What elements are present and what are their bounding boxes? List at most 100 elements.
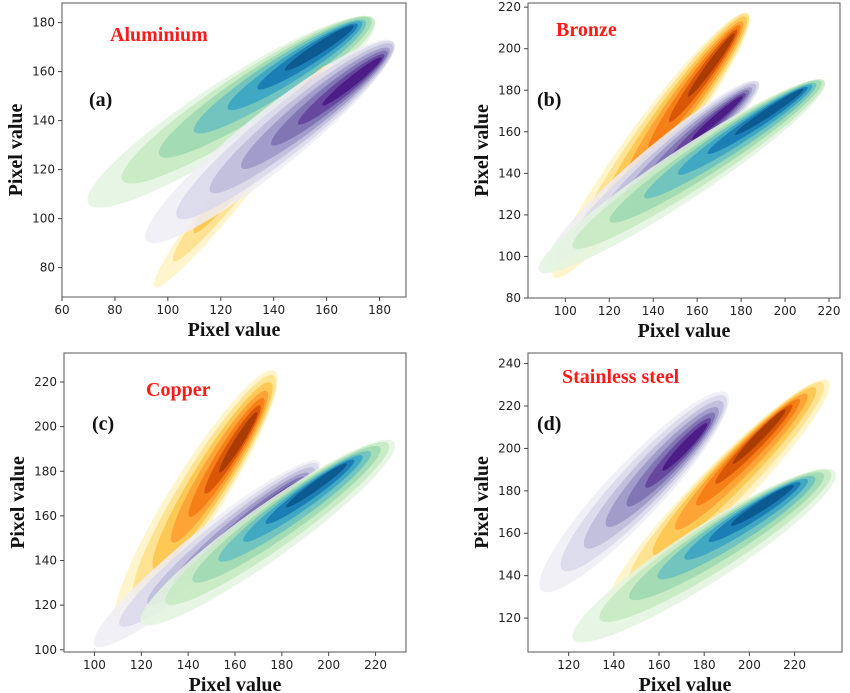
density-level-7 bbox=[662, 423, 708, 471]
plot-frame bbox=[63, 352, 407, 653]
density-level-7 bbox=[730, 484, 794, 526]
panel-c: 100 120 140 160 180 200 220 100 120 140 160 180 200 2… bbox=[7, 352, 407, 693]
x-tick-label: 160 bbox=[224, 658, 247, 672]
x-tick-label: 200 bbox=[774, 304, 797, 318]
panel-label: (a) bbox=[89, 89, 112, 111]
y-tick-label: 140 bbox=[32, 114, 55, 128]
x-tick-label: 220 bbox=[818, 304, 841, 318]
x-tick-label: 140 bbox=[177, 658, 200, 672]
panel-label: (c) bbox=[92, 413, 114, 435]
density-green-blue bbox=[538, 79, 826, 274]
density-level-7 bbox=[691, 96, 743, 140]
y-tick-label: 180 bbox=[498, 484, 521, 498]
panel-label: (d) bbox=[537, 413, 561, 435]
x-tick-label: 180 bbox=[368, 303, 391, 317]
x-tick-label: 220 bbox=[364, 658, 387, 672]
density-green-blue bbox=[572, 468, 837, 643]
x-tick-label: 140 bbox=[602, 658, 625, 672]
x-tick-label: 180 bbox=[730, 304, 753, 318]
y-axis-label: Pixel value bbox=[471, 456, 493, 549]
y-tick-label: 160 bbox=[34, 509, 57, 523]
y-tick-label: 120 bbox=[498, 611, 521, 625]
x-tick-label: 100 bbox=[156, 303, 179, 317]
x-tick-label: 120 bbox=[209, 303, 232, 317]
panel-title: Aluminium bbox=[110, 24, 208, 46]
x-tick-label: 160 bbox=[648, 658, 671, 672]
x-tick-label: 100 bbox=[554, 304, 577, 318]
y-tick-label: 240 bbox=[498, 357, 521, 371]
x-tick-label: 160 bbox=[686, 304, 709, 318]
y-tick-label: 180 bbox=[32, 16, 55, 30]
y-tick-label: 160 bbox=[498, 526, 521, 540]
x-tick-label: 140 bbox=[262, 303, 285, 317]
y-tick-label: 120 bbox=[498, 208, 521, 222]
density-yellow-orange bbox=[607, 379, 830, 607]
y-tick-label: 120 bbox=[32, 163, 55, 177]
y-tick-label: 180 bbox=[498, 83, 521, 97]
panel-title: Bronze bbox=[556, 19, 617, 41]
x-tick-label: 180 bbox=[270, 658, 293, 672]
x-tick-label: 120 bbox=[557, 658, 580, 672]
x-axis-label: Pixel value bbox=[188, 319, 281, 341]
y-tick-label: 180 bbox=[34, 464, 57, 478]
y-tick-label: 80 bbox=[506, 291, 521, 305]
y-tick-label: 100 bbox=[32, 212, 55, 226]
density-green-blue bbox=[140, 439, 396, 626]
y-tick-label: 120 bbox=[34, 598, 57, 612]
panel-a: 60 80 100 120 140 160 180 80 100 120 140 160 180 Pixe… bbox=[5, 2, 407, 341]
y-tick-label: 200 bbox=[498, 441, 521, 455]
panel-d: 120 140 160 180 200 220 120 140 160 180 200 220 240 P… bbox=[471, 352, 843, 693]
y-tick-label: 100 bbox=[498, 249, 521, 263]
density-purple bbox=[145, 39, 395, 244]
density-green-blue bbox=[87, 15, 376, 208]
y-tick-label: 80 bbox=[40, 261, 55, 275]
density-level-7 bbox=[732, 409, 786, 464]
x-axis-label: Pixel value bbox=[189, 674, 282, 693]
x-tick-label: 160 bbox=[315, 303, 338, 317]
x-tick-label: 140 bbox=[642, 304, 665, 318]
density-level-7 bbox=[734, 88, 804, 135]
x-tick-label: 120 bbox=[598, 304, 621, 318]
y-tick-label: 160 bbox=[498, 125, 521, 139]
x-axis-label: Pixel value bbox=[639, 674, 732, 693]
density-level-7 bbox=[219, 411, 258, 473]
x-tick-label: 80 bbox=[107, 303, 122, 317]
plot-area bbox=[93, 370, 396, 648]
x-tick-label: 220 bbox=[783, 658, 806, 672]
y-tick-label: 220 bbox=[34, 375, 57, 389]
plot-frame bbox=[527, 2, 841, 299]
panel-label: (b) bbox=[537, 89, 561, 111]
x-tick-label: 60 bbox=[54, 303, 69, 317]
plot-area bbox=[538, 12, 826, 279]
x-tick-label: 180 bbox=[693, 658, 716, 672]
y-tick-label: 200 bbox=[34, 420, 57, 434]
x-axis-label: Pixel value bbox=[638, 320, 731, 342]
plot-area bbox=[539, 379, 837, 643]
density-level-7 bbox=[322, 57, 382, 106]
y-axis-label: Pixel value bbox=[7, 456, 29, 549]
y-axis-label: Pixel value bbox=[471, 104, 493, 197]
plot-frame bbox=[61, 2, 407, 298]
density-level-7 bbox=[285, 463, 347, 508]
plot-area bbox=[87, 15, 395, 288]
y-tick-label: 220 bbox=[498, 0, 521, 14]
y-tick-label: 100 bbox=[34, 643, 57, 657]
panel-title: Copper bbox=[146, 379, 211, 401]
plot-frame bbox=[527, 352, 843, 653]
density-yellow-orange bbox=[114, 370, 278, 624]
panel-b: 100 120 140 160 180 200 220 80 100 120 140 160 180 20… bbox=[471, 0, 841, 342]
x-tick-label: 200 bbox=[317, 658, 340, 672]
y-tick-label: 140 bbox=[498, 166, 521, 180]
x-tick-label: 120 bbox=[130, 658, 153, 672]
y-axis-label: Pixel value bbox=[5, 103, 27, 196]
y-tick-label: 160 bbox=[32, 65, 55, 79]
y-tick-label: 200 bbox=[498, 42, 521, 56]
y-tick-label: 140 bbox=[34, 554, 57, 568]
density-purple bbox=[539, 391, 729, 593]
y-tick-label: 140 bbox=[498, 569, 521, 583]
panel-title: Stainless steel bbox=[562, 366, 680, 388]
x-tick-label: 100 bbox=[83, 658, 106, 672]
x-tick-label: 200 bbox=[738, 658, 761, 672]
y-tick-label: 220 bbox=[498, 399, 521, 413]
